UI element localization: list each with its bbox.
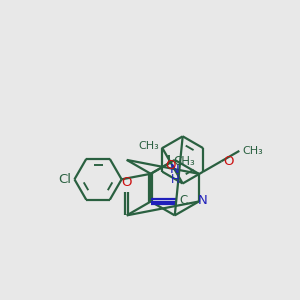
Text: Cl: Cl — [58, 173, 71, 186]
Text: O: O — [165, 159, 175, 172]
Text: CH₃: CH₃ — [138, 141, 159, 151]
Text: H: H — [170, 173, 179, 186]
Text: N: N — [170, 163, 180, 176]
Text: CH₃: CH₃ — [242, 146, 263, 156]
Text: CH₃: CH₃ — [173, 155, 195, 169]
Text: O: O — [223, 155, 234, 168]
Text: O: O — [122, 176, 132, 189]
Text: C: C — [180, 194, 188, 207]
Text: N: N — [198, 194, 208, 207]
